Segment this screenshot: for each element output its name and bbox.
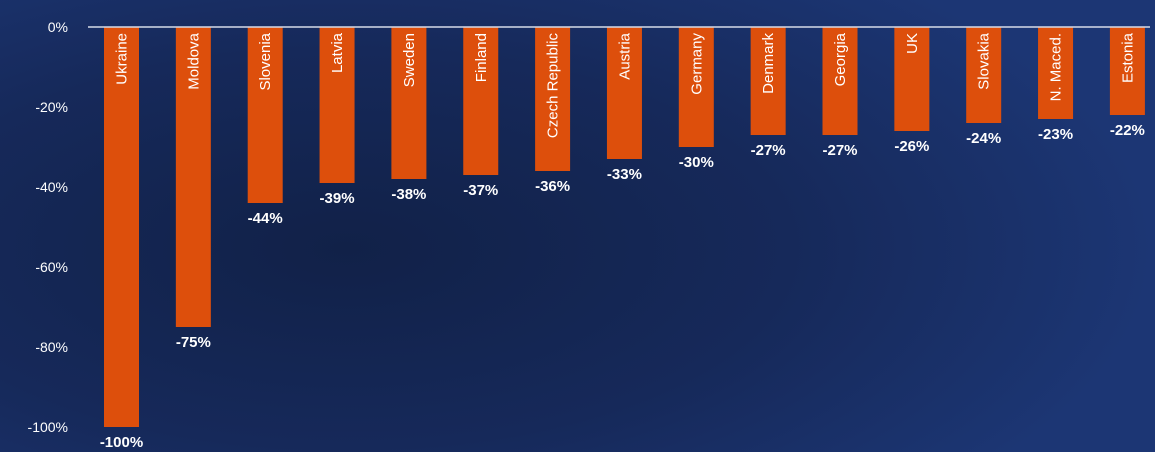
category-label: Slovakia [976,32,993,89]
data-label: -22% [1110,122,1145,139]
category-label: Moldova [185,32,202,89]
category-label: Germany [688,33,705,95]
category-label: Czech Republic [545,33,562,139]
y-tick-label: -80% [35,339,68,355]
data-label: -44% [248,210,283,227]
bar-11 [894,27,930,131]
bar-13 [1038,27,1074,119]
category-label: Finland [473,33,490,82]
category-label: Denmark [760,33,777,94]
category-label: Georgia [832,32,849,86]
data-label: -36% [535,178,570,195]
bar-1 [175,27,211,327]
category-label: Ukraine [114,33,131,85]
bar-10 [822,27,858,135]
bar-2 [247,27,283,203]
data-label: -26% [894,138,929,155]
data-label: -24% [966,130,1001,147]
category-label: N. Maced. [1048,33,1065,101]
bar-5 [463,27,499,175]
bar-12 [966,27,1002,123]
y-tick-label: 0% [48,19,68,35]
data-label: -30% [679,154,714,171]
category-label: UK [904,33,921,54]
data-label: -75% [176,334,211,351]
data-label: -100% [100,434,143,451]
category-label: Latvia [329,32,346,73]
bar-9 [750,27,786,135]
y-tick-label: -60% [35,259,68,275]
data-label: -23% [1038,126,1073,143]
bar-4 [391,27,427,179]
data-label: -39% [320,190,355,207]
category-label: Estonia [1119,32,1136,83]
data-label: -38% [391,186,426,203]
y-tick-label: -20% [35,99,68,115]
category-label: Austria [616,32,633,79]
category-label: Slovenia [257,32,274,90]
y-tick-label: -100% [28,419,68,435]
bar-0 [104,27,139,427]
category-label: Sweden [401,33,418,87]
y-tick-label: -40% [35,179,68,195]
bar-6 [535,27,571,171]
bar-8 [678,27,714,147]
bar-7 [606,27,642,159]
data-label: -27% [751,142,786,159]
data-label: -27% [822,142,857,159]
bar-3 [319,27,355,183]
data-label: -33% [607,166,642,183]
bar-14 [1109,27,1145,115]
data-label: -37% [463,182,498,199]
